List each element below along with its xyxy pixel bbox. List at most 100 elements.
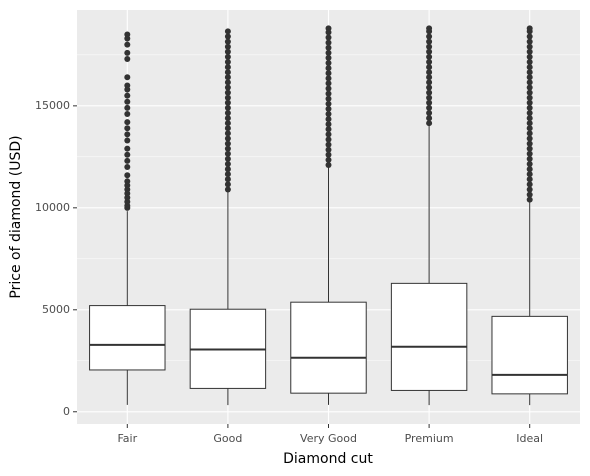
outlier (526, 186, 533, 193)
outlier (526, 89, 533, 96)
outlier (224, 155, 231, 162)
x-tick-label: Ideal (516, 432, 543, 445)
outlier (526, 181, 533, 188)
outlier (224, 69, 231, 76)
outlier (526, 64, 533, 71)
outlier (426, 53, 433, 60)
outlier (224, 89, 231, 96)
outlier (325, 65, 332, 72)
box (290, 301, 367, 394)
outlier (526, 99, 533, 106)
y-tick-label: 15000 (35, 99, 70, 112)
box (491, 315, 568, 395)
outlier (325, 146, 332, 153)
outlier (325, 121, 332, 128)
outlier (124, 55, 131, 62)
outlier (426, 64, 433, 71)
outlier (526, 150, 533, 157)
outlier (124, 172, 131, 179)
outlier (325, 141, 332, 148)
outlier (124, 98, 131, 105)
outlier (526, 109, 533, 116)
x-tick-label: Fair (117, 432, 137, 445)
x-tick-label: Premium (405, 432, 454, 445)
outlier (224, 53, 231, 60)
outlier (124, 41, 131, 48)
outlier (325, 105, 332, 112)
outlier (426, 38, 433, 45)
outlier (224, 48, 231, 55)
outlier (224, 33, 231, 40)
outlier (426, 89, 433, 96)
outlier (224, 150, 231, 157)
outlier (526, 145, 533, 152)
outlier (224, 94, 231, 101)
outlier (325, 39, 332, 46)
x-tick-label: Very Good (300, 432, 357, 445)
outlier (325, 44, 332, 51)
outlier (325, 70, 332, 77)
outlier (124, 178, 131, 185)
outlier (325, 49, 332, 56)
outlier (325, 151, 332, 158)
outlier (426, 74, 433, 81)
outlier (526, 196, 533, 203)
outlier (526, 33, 533, 40)
outlier (325, 95, 332, 102)
outlier (224, 176, 231, 183)
outlier (325, 131, 332, 138)
y-tick-label: 0 (63, 405, 70, 418)
outlier (526, 160, 533, 167)
outlier (224, 99, 231, 106)
outlier (224, 84, 231, 91)
y-tick-label: 5000 (42, 303, 70, 316)
outlier (224, 171, 231, 178)
outlier (526, 140, 533, 147)
outlier (325, 90, 332, 97)
outlier (124, 92, 131, 99)
outlier (426, 33, 433, 40)
outlier (224, 28, 231, 35)
outlier (124, 104, 131, 111)
outlier (124, 157, 131, 164)
outlier (526, 130, 533, 137)
outlier (526, 48, 533, 55)
outlier (224, 125, 231, 132)
outlier (526, 120, 533, 127)
outlier (426, 69, 433, 76)
outlier (224, 109, 231, 116)
outlier (325, 80, 332, 87)
outlier (224, 160, 231, 167)
outlier (526, 53, 533, 60)
outlier (325, 54, 332, 61)
outlier (426, 99, 433, 106)
box (390, 282, 468, 391)
outlier (426, 59, 433, 66)
outlier (124, 74, 131, 81)
outlier (325, 111, 332, 118)
outlier (526, 84, 533, 91)
outlier (526, 79, 533, 86)
outlier (224, 43, 231, 50)
outlier (224, 104, 231, 111)
outlier (325, 126, 332, 133)
outlier (426, 48, 433, 55)
outlier (124, 145, 131, 152)
outlier (124, 119, 131, 126)
outlier (224, 186, 231, 193)
x-axis-title: Diamond cut (283, 451, 373, 467)
outlier (124, 111, 131, 118)
outlier (526, 171, 533, 178)
outlier (124, 164, 131, 171)
outlier (325, 156, 332, 163)
outlier (325, 25, 332, 32)
outlier (526, 94, 533, 101)
outlier (426, 109, 433, 116)
outlier (325, 60, 332, 67)
y-axis-title: Price of diamond (USD) (8, 135, 24, 298)
outlier (224, 79, 231, 86)
outlier (224, 181, 231, 188)
outlier (224, 38, 231, 45)
outlier (224, 120, 231, 127)
